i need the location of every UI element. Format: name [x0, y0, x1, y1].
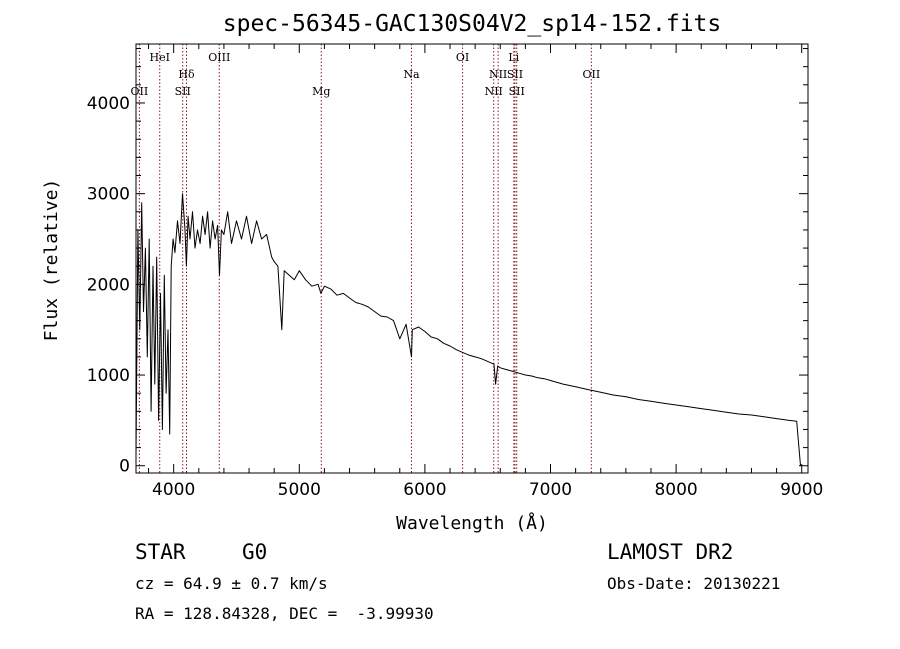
- y-tick-label: 2000: [87, 275, 130, 295]
- marker-label: Mg: [312, 85, 330, 98]
- marker-label: OII: [582, 68, 600, 81]
- marker-label: SII: [175, 85, 191, 98]
- spectrum-line: [135, 193, 801, 466]
- x-tick-label: 6000: [403, 480, 446, 500]
- marker-label: NII: [485, 85, 503, 98]
- x-tick-label: 7000: [529, 480, 572, 500]
- chart-title: spec-56345-GAC130S04V2_sp14-152.fits: [223, 11, 722, 37]
- x-tick-label: 5000: [278, 480, 321, 500]
- x-tick-label: 9000: [780, 480, 823, 500]
- x-tick-label: 4000: [152, 480, 195, 500]
- object-subclass: G0: [242, 540, 268, 564]
- marker-label: Hδ: [178, 68, 195, 81]
- marker-label: SII: [507, 68, 523, 81]
- marker-label: HeI: [150, 51, 170, 64]
- marker-label: SII: [509, 85, 525, 98]
- coordinates-readout: RA = 128.84328, DEC = -3.99930: [135, 604, 434, 623]
- survey-name: LAMOST DR2: [607, 540, 734, 564]
- y-tick-label: 1000: [87, 366, 130, 386]
- y-tick-label: 3000: [87, 185, 130, 205]
- plot-frame: [135, 43, 809, 474]
- object-class: STAR: [135, 540, 186, 564]
- marker-label: OIII: [208, 51, 230, 64]
- marker-label: Na: [403, 68, 420, 81]
- x-axis-label: Wavelength (Å): [396, 512, 548, 534]
- marker-label: OII: [131, 85, 149, 98]
- marker-label: Li: [508, 51, 519, 64]
- y-tick-label: 4000: [87, 94, 130, 114]
- y-axis-label: Flux (relative): [41, 179, 62, 342]
- marker-label: NII: [489, 68, 507, 81]
- y-tick-label: 0: [119, 457, 130, 477]
- axes: 4000 5000 6000 7000 8000 9000 0 1000 2000 3000 400…: [87, 43, 823, 500]
- spectrum-chart: spec-56345-GAC130S04V2_sp14-152.fits Flu…: [41, 11, 823, 534]
- spectrum-series: [135, 193, 801, 466]
- redshift-readout: cz = 64.9 ± 0.7 km/s: [135, 574, 328, 593]
- x-tick-label: 8000: [654, 480, 697, 500]
- observation-date: Obs-Date: 20130221: [607, 574, 781, 593]
- marker-label: OI: [456, 51, 469, 64]
